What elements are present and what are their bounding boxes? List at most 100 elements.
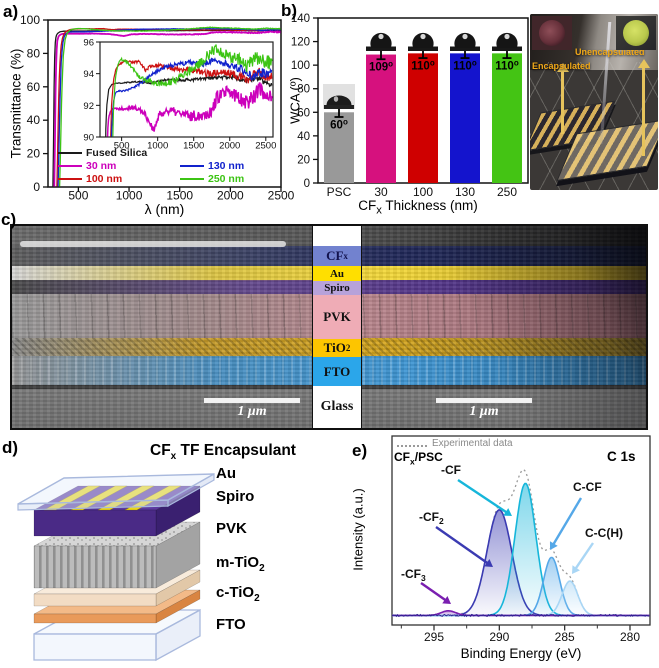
experimental-data-legend: Experimental data (432, 438, 513, 449)
peak-label--CF2: -CF2 (419, 510, 444, 526)
svg-text:500: 500 (114, 141, 130, 152)
peak-label-C-C(H): C-C(H) (585, 526, 623, 540)
bar-250 (492, 53, 522, 183)
peak-fill--CF (392, 483, 650, 616)
panel-d-label: d) (2, 438, 19, 457)
svg-text:20: 20 (27, 147, 41, 161)
unencapsulated-label: Unencapsulated (575, 47, 645, 57)
svg-text:20: 20 (297, 154, 310, 166)
annotation-arrowhead (442, 596, 451, 604)
bar-PSC (324, 112, 354, 183)
layer-cell-pvk: PVK (313, 295, 361, 339)
layer-label-column: CF x Au Spiro PVK TiO 2 FTO Glass (312, 226, 362, 428)
sem-image: CF x Au Spiro PVK TiO 2 FTO Glass 1 μm 1 μ… (10, 224, 648, 430)
svg-text:2000: 2000 (219, 141, 240, 152)
bar-130 (450, 53, 480, 183)
plot-frame (391, 435, 651, 626)
svg-text:94: 94 (83, 69, 94, 80)
svg-text:1500: 1500 (166, 189, 193, 203)
inset-series-Fused Silica (105, 73, 273, 137)
layer-cell-glass: Glass (313, 386, 361, 428)
inset-series-30 nm (106, 82, 273, 137)
svg-text:285: 285 (555, 630, 575, 644)
wca-droplet-image (492, 32, 522, 51)
legend-label: 30 nm (86, 160, 117, 172)
stack-layer-pvk-mesoporous (33, 521, 201, 589)
bar-100 (408, 53, 438, 183)
annotation-arrowhead (484, 559, 493, 567)
schematic-label-ctio2: c-TiO2 (216, 584, 260, 604)
encapsulated-droplet-inset-image (532, 16, 572, 50)
schematic-label-fto: FTO (216, 616, 246, 633)
annotation-arrowhead (503, 508, 512, 516)
series-130 nm (57, 27, 281, 187)
annotation-arrowhead (549, 541, 558, 550)
bar-value-label: 60o (330, 117, 348, 131)
layer-cell-fto: FTO (313, 357, 361, 386)
svg-text:100: 100 (20, 13, 40, 27)
device-photo: Encapsulated Unencapsulated (530, 14, 658, 190)
inset-series-130 nm (110, 57, 273, 137)
svg-text:1500: 1500 (183, 141, 204, 152)
svg-text:500: 500 (68, 189, 88, 203)
transmittance-plot: 500 1000 1500 2000 2500 0 20 40 60 80 100 500 1000 15… (20, 13, 295, 203)
binding-energy-axis-label: Binding Energy (eV) (460, 646, 582, 661)
svg-text:295: 295 (424, 630, 444, 644)
peak-label--CF3: -CF3 (401, 567, 426, 583)
experimental-data-line-swatch (397, 445, 427, 447)
annotation-arrowhead (572, 565, 580, 574)
wca-droplet-image (450, 32, 480, 51)
svg-text:60: 60 (27, 80, 41, 94)
panel-b-wca-chart: 0 20 40 60 80 100 120 140 60o PSC 109o 30 110o 100 110… (280, 0, 530, 222)
layer-cell-au: Au (313, 266, 361, 281)
panel-a-transmittance-chart: 500 1000 1500 2000 2500 0 20 40 60 80 100 500 1000 15… (0, 0, 330, 222)
thickness-axis-label: CFx Thickness (nm) (308, 198, 528, 217)
arrow-up-icon (556, 63, 569, 134)
scale-bar-left (204, 398, 300, 403)
svg-text:0: 0 (304, 178, 310, 190)
stack-layer-cfx-plate (17, 472, 215, 511)
svg-text:0: 0 (33, 180, 40, 194)
legend-item-Fused Silica: Fused Silica (58, 147, 147, 159)
legend-line-swatch (180, 164, 204, 168)
baseline-curve (391, 613, 650, 618)
sample-label: CFx/PSC (394, 450, 443, 467)
svg-text:90: 90 (83, 133, 94, 144)
layer-cell-tio2: TiO 2 (313, 339, 361, 357)
peak-label--CF: -CF (441, 463, 461, 477)
legend-item-30 nm: 30 nm (58, 160, 116, 172)
unencapsulated-droplet-inset-image (616, 16, 656, 50)
svg-text:1000: 1000 (116, 189, 143, 203)
svg-text:280: 280 (620, 630, 640, 644)
wca-axis-label: WCA (º) (287, 77, 303, 124)
panel-e-label: e) (352, 441, 368, 460)
arrow-up-icon (637, 59, 650, 156)
bar-value-label: 110o (411, 58, 435, 72)
transmittance-axis-label: Transmittance (%) (8, 48, 24, 159)
bar-value-label: 110o (453, 58, 477, 72)
series-250 nm (58, 26, 281, 187)
svg-text:100: 100 (291, 60, 310, 72)
panel-a-label: a) (3, 2, 19, 21)
legend-line-swatch (180, 177, 204, 181)
peak-label-C-CF: C-CF (573, 480, 602, 494)
schematic-label-spiro: Spiro (216, 488, 255, 505)
svg-text:40: 40 (27, 113, 41, 127)
svg-text:120: 120 (291, 37, 310, 49)
thickness-axis-label-pre: CF (358, 198, 377, 213)
scale-bar-left-label: 1 μm (237, 404, 267, 419)
bar-value-label: 110o (495, 58, 519, 72)
panel-c-label: c) (1, 210, 17, 229)
legend-label: Fused Silica (86, 147, 148, 159)
svg-text:60: 60 (297, 107, 310, 119)
wca-droplet-image (408, 32, 438, 51)
legend-label: 100 nm (86, 173, 123, 185)
panel-d-device-schematic: CFx TF Encapsulant Au Spiro PVK m-TiO2 c… (0, 438, 335, 668)
category-label: 30 (374, 185, 388, 199)
svg-text:2500: 2500 (268, 189, 295, 203)
svg-text:290: 290 (489, 630, 509, 644)
category-label: 100 (413, 185, 433, 199)
wca-bar-plot: 0 20 40 60 80 100 120 140 60o PSC 109o 30 110o 100 110… (291, 13, 529, 199)
bar-30 (366, 54, 396, 184)
